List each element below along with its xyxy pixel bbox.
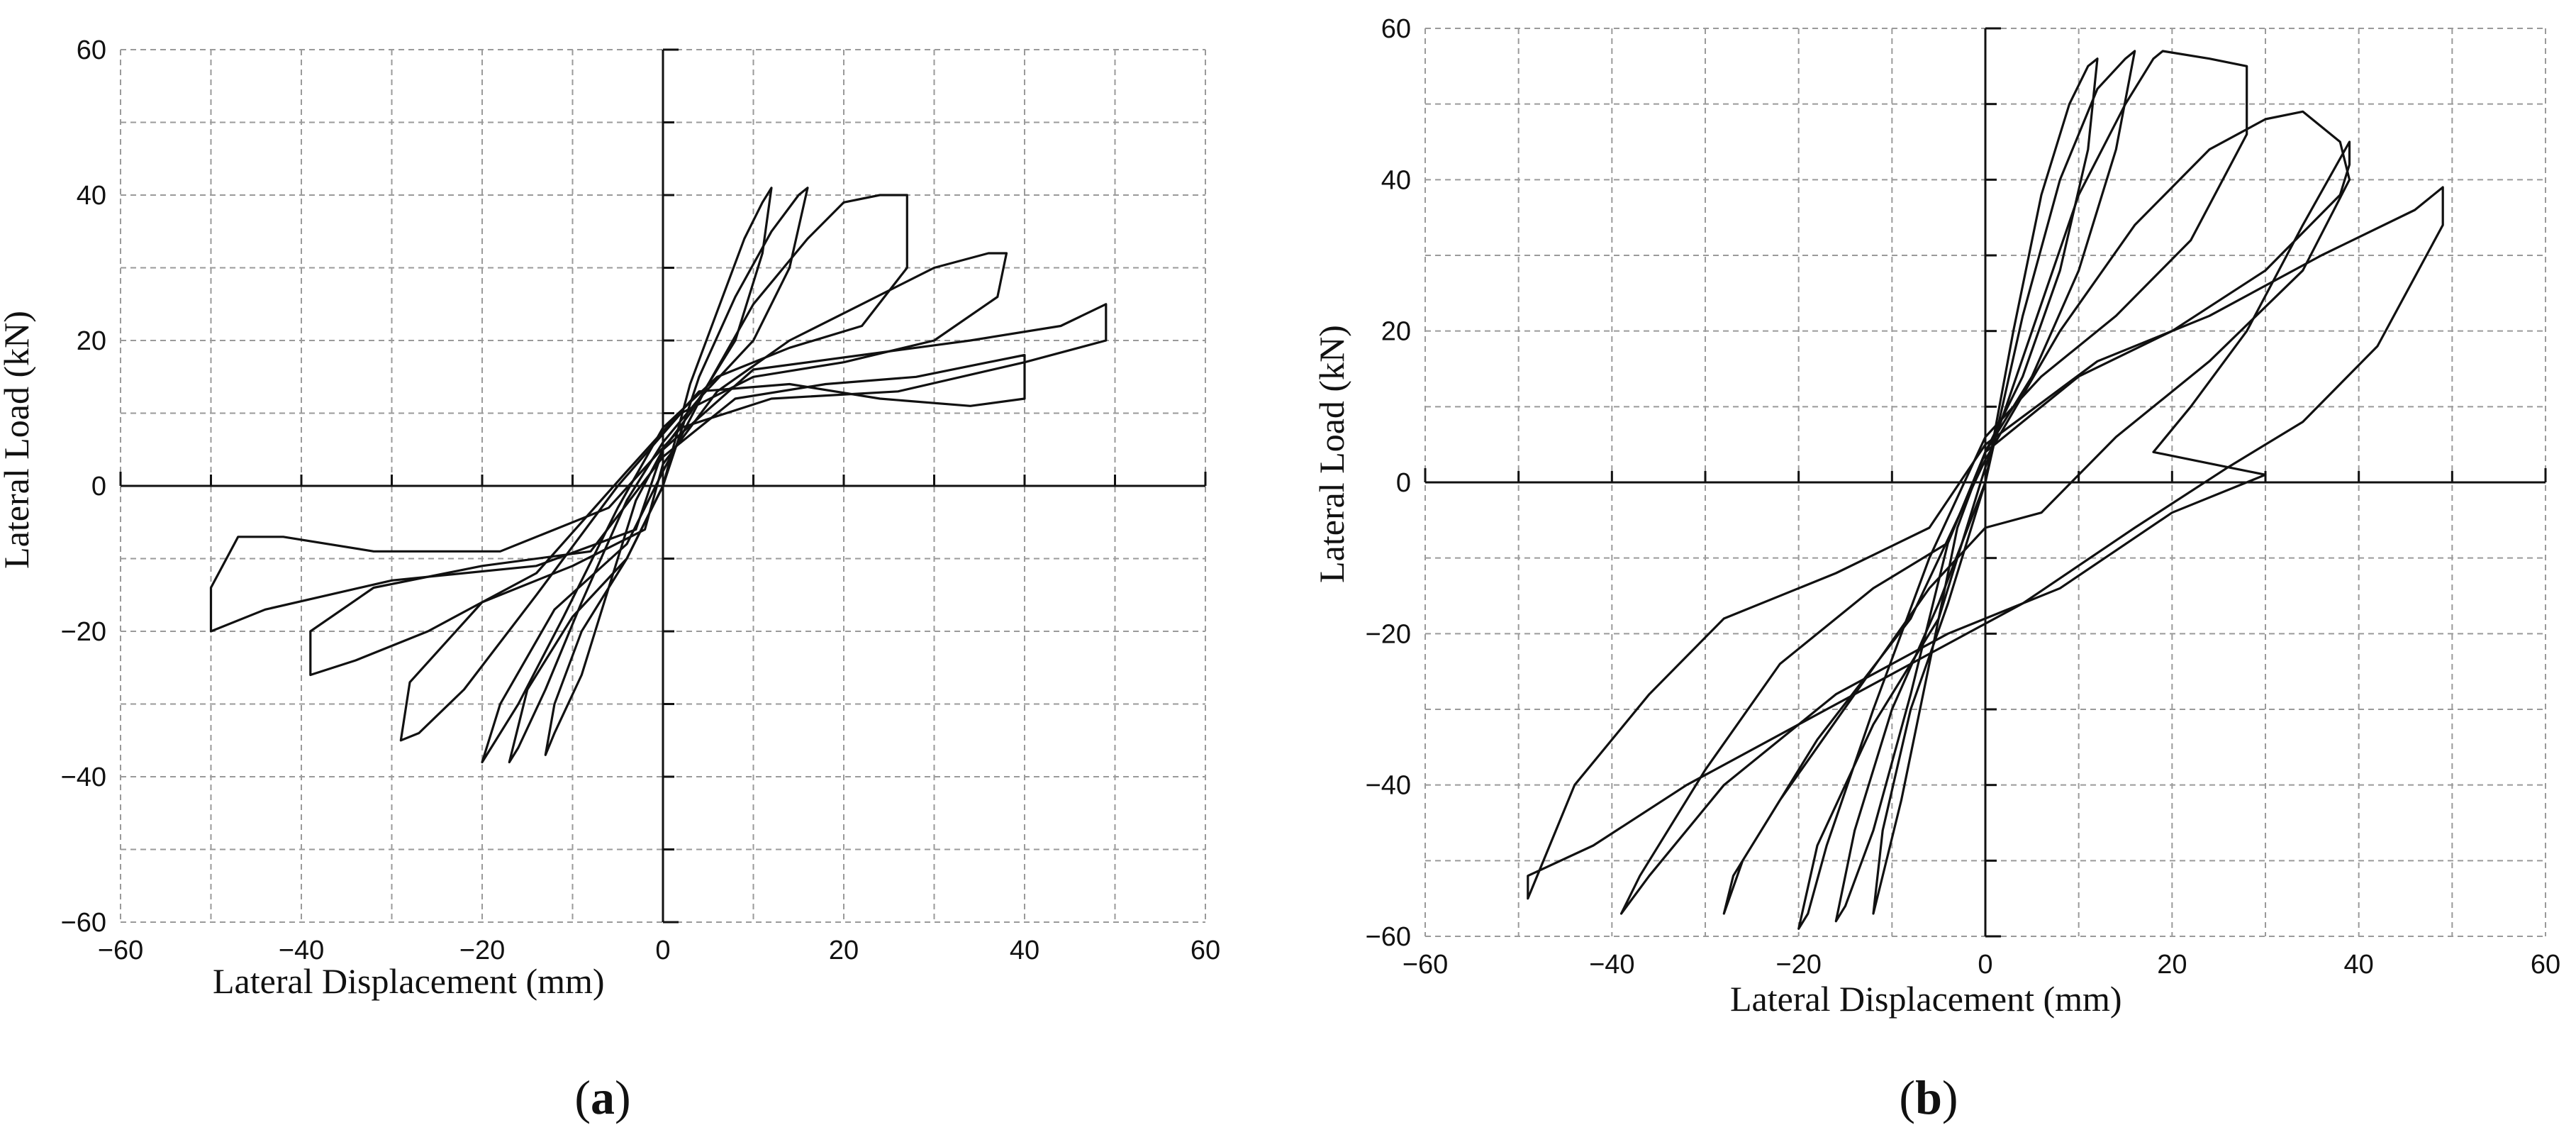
y-tick-label: −20 <box>61 617 106 647</box>
panel-label: (a) <box>574 1070 630 1124</box>
y-tick-label: −60 <box>1366 922 1411 952</box>
y-tick-label: 60 <box>1381 14 1411 44</box>
x-tick-label: 40 <box>1010 936 1039 965</box>
y-axis-title: Lateral Load (kN) <box>1312 325 1351 583</box>
hysteresis-loop-6 <box>1527 186 2444 900</box>
x-tick-label: −20 <box>1775 950 1821 980</box>
y-tick-label: 20 <box>77 326 106 356</box>
x-axis-title: Lateral Displacement (mm) <box>1730 979 2122 1019</box>
hysteresis-loop-4 <box>399 252 1008 742</box>
x-tick-label: 20 <box>829 936 859 965</box>
y-tick-label: 20 <box>1381 317 1411 347</box>
hysteresis-loop-1 <box>544 187 773 756</box>
y-axis-title: Lateral Load (kN) <box>0 311 36 569</box>
x-tick-label: 60 <box>2531 950 2560 980</box>
x-tick-label: 0 <box>655 936 670 965</box>
y-tick-label: −40 <box>1366 771 1411 801</box>
x-tick-label: 60 <box>1191 936 1220 965</box>
hysteresis-loop-3 <box>481 194 908 764</box>
y-tick-label: 0 <box>1396 468 1411 498</box>
hysteresis-loop-5 <box>309 353 1026 677</box>
x-tick-label: −60 <box>1403 950 1448 980</box>
hysteresis-loop-5 <box>1619 140 2351 915</box>
hysteresis-loop-2 <box>508 187 809 764</box>
x-tick-label: 0 <box>1978 950 1992 980</box>
x-axis-title: Lateral Displacement (mm) <box>213 961 605 1001</box>
chart-panel-b: −60 −40 −20 0 20 40 60 −60 −40 −20 0 20 40 60 Lateral … <box>1312 14 2560 1124</box>
chart-panel-a: −60 −40 −20 0 20 40 60 −60 −40 −20 0 20 40 60 Lateral … <box>0 35 1220 1124</box>
y-tick-label: −20 <box>1366 619 1411 649</box>
y-tick-label: 40 <box>77 181 106 211</box>
y-tick-label: −40 <box>61 763 106 792</box>
y-tick-label: 40 <box>1381 165 1411 195</box>
y-tick-label: 60 <box>77 35 106 65</box>
x-tick-label: −40 <box>279 936 324 965</box>
x-tick-label: −60 <box>98 936 143 965</box>
hysteresis-loop-6 <box>209 303 1108 633</box>
x-tick-label: −20 <box>459 936 505 965</box>
x-tick-label: −40 <box>1589 950 1634 980</box>
x-tick-label: 40 <box>2344 950 2374 980</box>
y-tick-label: −60 <box>61 908 106 938</box>
hysteresis-loop-3 <box>1797 50 2248 930</box>
x-tick-label: 20 <box>2157 950 2187 980</box>
y-tick-label: 0 <box>91 472 106 502</box>
hysteresis-loop-4 <box>1722 110 2351 915</box>
panel-label: (b) <box>1899 1070 1958 1124</box>
